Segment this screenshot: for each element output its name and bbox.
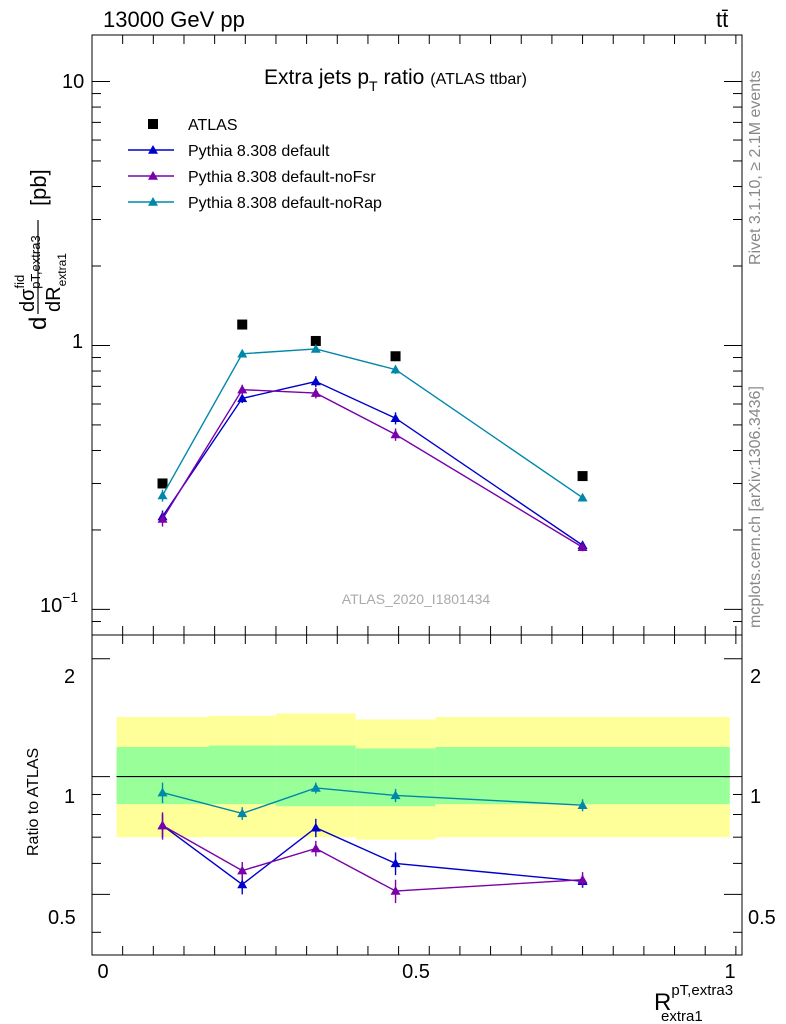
ratio-point xyxy=(390,790,401,800)
band-green xyxy=(435,747,730,805)
main-plot-panel: Extra jets pT ratio (ATLAS ttbar) ATLAS_2… xyxy=(12,34,743,636)
x-tick-0: 0 xyxy=(97,961,108,983)
analysis-watermark: ATLAS_2020_I1801434 xyxy=(342,591,491,607)
band-green xyxy=(208,745,276,805)
y-label-numerator: dσfidpT,extra3 xyxy=(12,235,43,312)
ratio-y-tick-2-right: 2 xyxy=(750,666,761,688)
ratio-point xyxy=(310,782,321,792)
main-y-axis-label: d dσfidpT,extra3 dRextra1 [pb] xyxy=(12,169,69,330)
y-label-d: d xyxy=(25,317,52,330)
data-point xyxy=(237,384,248,394)
ratio-point xyxy=(577,874,588,884)
series-1 xyxy=(157,376,588,550)
data-point xyxy=(577,492,588,502)
data-point xyxy=(157,514,168,523)
legend-label: Pythia 8.308 default-noFsr xyxy=(188,169,376,186)
data-point xyxy=(577,542,588,551)
legend-marker xyxy=(148,145,158,154)
x-tick-0.5: 0.5 xyxy=(402,961,430,983)
data-point xyxy=(237,393,248,403)
x-tick-1: 1 xyxy=(724,961,735,983)
ratio-point xyxy=(310,822,321,832)
data-point xyxy=(390,413,401,422)
data-point xyxy=(390,429,401,439)
legend-entry: Pythia 8.308 default-noRap xyxy=(128,195,382,212)
x-axis-label: RpT,extra3 extra1 xyxy=(654,982,733,1024)
side-label-mcplots: mcplots.cern.ch [arXiv:1306.3436] xyxy=(747,386,764,628)
data-point xyxy=(157,478,168,489)
legend-label: Pythia 8.308 default-noRap xyxy=(188,195,382,212)
data-point xyxy=(237,348,248,358)
y-tick-label-1: 1 xyxy=(72,331,83,353)
ratio-y-tick-1-left: 1 xyxy=(64,786,75,808)
y-tick-label-10: 10 xyxy=(62,71,84,93)
y-label-unit: [pb] xyxy=(26,169,51,206)
ratio-plot-panel: 2 1 0.5 2 1 0.5 Ratio to ATLAS 0 0.5 1 R… xyxy=(25,634,776,1024)
data-point xyxy=(310,343,321,353)
ratio-y-axis-label: Ratio to ATLAS xyxy=(25,748,42,856)
ratio-point xyxy=(237,865,248,875)
legend: ATLAS Pythia 8.308 default Pythia 8.308 de… xyxy=(128,117,382,212)
data-point xyxy=(157,490,168,500)
legend-label: Pythia 8.308 default xyxy=(188,143,330,160)
series-2 xyxy=(157,384,588,552)
data-point xyxy=(390,351,401,362)
header-right: tt̄ xyxy=(716,7,728,32)
data-point xyxy=(237,319,248,330)
ratio-y-tick-0.5-right: 0.5 xyxy=(748,907,776,929)
ratio-point xyxy=(237,808,248,818)
ratio-point xyxy=(157,820,168,830)
header-left: 13000 GeV pp xyxy=(103,7,245,32)
series-line xyxy=(161,380,583,546)
ratio-point xyxy=(237,879,248,889)
y-tick-label-0.1: 10−1 xyxy=(40,589,78,617)
ratio-point xyxy=(157,787,168,797)
ratio-series-2 xyxy=(157,782,588,820)
ratio-point xyxy=(390,886,401,895)
legend-entry: Pythia 8.308 default-noFsr xyxy=(128,169,376,186)
legend-marker xyxy=(148,197,158,206)
data-point xyxy=(310,376,321,386)
series-3 xyxy=(157,343,588,502)
ratio-y-tick-1-right: 1 xyxy=(750,786,761,808)
band-green xyxy=(275,745,356,807)
y-label-denominator: dRextra1 xyxy=(43,253,69,312)
data-point xyxy=(310,335,321,346)
series-line xyxy=(161,388,583,548)
side-label-rivet: Rivet 3.1.10, ≥ 2.1M events xyxy=(747,70,764,265)
data-point xyxy=(390,364,401,374)
legend-entry: ATLAS xyxy=(148,117,238,134)
ratio-point xyxy=(390,858,401,868)
main-data xyxy=(157,319,588,552)
main-y-ticks xyxy=(91,35,742,636)
uncertainty-bands xyxy=(116,713,730,840)
ratio-point xyxy=(310,843,321,853)
data-point xyxy=(310,388,321,397)
legend-label: ATLAS xyxy=(188,117,238,134)
chart-title: Extra jets pT ratio (ATLAS ttbar) xyxy=(264,66,527,94)
ratio-y-tick-2-left: 2 xyxy=(64,666,75,688)
legend-entry: Pythia 8.308 default xyxy=(128,143,330,160)
ratio-plot-frame xyxy=(91,634,743,956)
ratio-series-1 xyxy=(157,812,588,904)
ratio-y-tick-0.5-left: 0.5 xyxy=(48,907,76,929)
ratio-point xyxy=(577,800,588,809)
data-point xyxy=(577,471,588,482)
legend-marker xyxy=(148,171,158,180)
ratio-data xyxy=(157,782,588,904)
legend-marker xyxy=(148,119,158,129)
series-0 xyxy=(157,319,588,489)
